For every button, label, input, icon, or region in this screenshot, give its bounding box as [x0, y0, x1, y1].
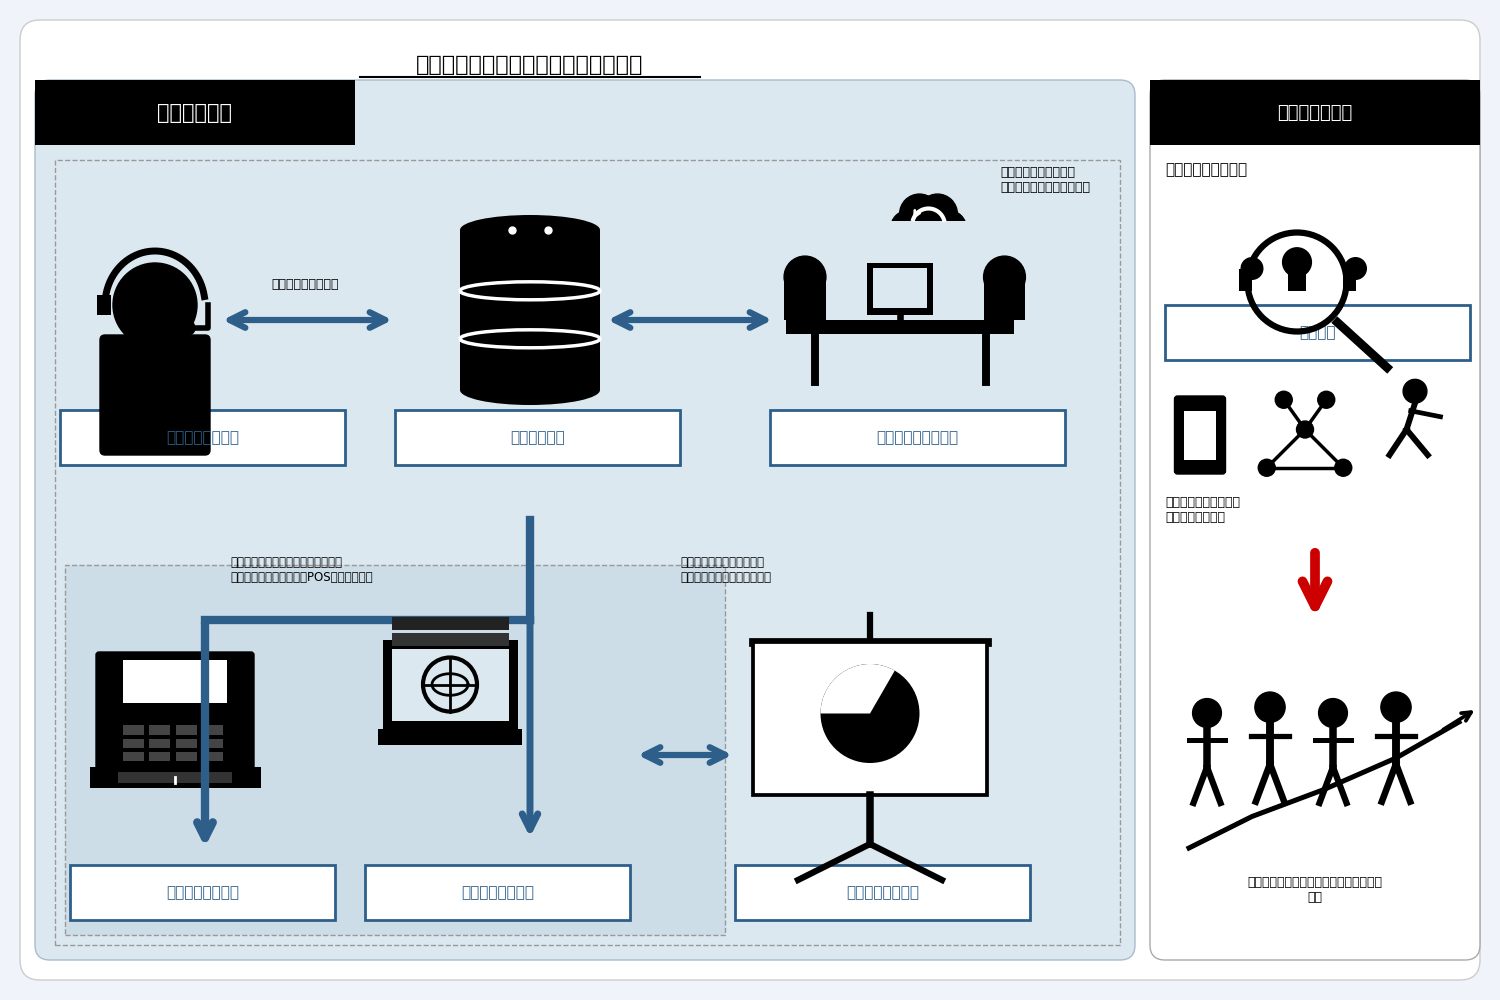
Circle shape: [891, 210, 927, 246]
Circle shape: [1317, 391, 1335, 408]
Text: 属性分析: 属性分析: [1299, 325, 1335, 340]
Circle shape: [900, 194, 939, 234]
Bar: [64, 565, 724, 935]
Circle shape: [182, 321, 195, 335]
Bar: [1239, 268, 1252, 291]
Circle shape: [784, 256, 826, 298]
Bar: [150, 725, 170, 735]
Text: 予約情報を活用し、入力作業を削減
店舗の売上等のデータもPOSから自動収集: 予約情報を活用し、入力作業を削減 店舗の売上等のデータもPOSから自動収集: [230, 556, 372, 584]
Text: 経営に必要なデータを抽出
システム内でグラフ等へ加工: 経営に必要なデータを抽出 システム内でグラフ等へ加工: [680, 556, 771, 584]
Bar: [392, 617, 508, 630]
Text: お客様の経験価値を高めて顧客満足度も
同上: お客様の経験価値を高めて顧客満足度も 同上: [1248, 876, 1383, 904]
Circle shape: [1282, 248, 1311, 277]
FancyBboxPatch shape: [34, 80, 1136, 960]
Bar: [90, 767, 261, 788]
Ellipse shape: [460, 375, 600, 405]
Bar: [176, 739, 196, 748]
Bar: [984, 277, 1026, 320]
Circle shape: [1296, 421, 1314, 438]
Circle shape: [918, 194, 957, 234]
Bar: [364, 865, 630, 920]
Circle shape: [1240, 258, 1263, 279]
Bar: [202, 739, 223, 748]
Bar: [867, 263, 933, 315]
Text: 予約情報をデータ化: 予約情報をデータ化: [272, 278, 339, 292]
Bar: [118, 772, 232, 783]
Circle shape: [1335, 459, 1352, 476]
Circle shape: [112, 263, 196, 347]
Bar: [150, 752, 170, 761]
Bar: [885, 221, 972, 254]
Bar: [873, 268, 927, 308]
Circle shape: [1256, 692, 1286, 722]
Bar: [56, 160, 1120, 945]
Bar: [98, 295, 111, 315]
Circle shape: [1318, 699, 1347, 727]
FancyBboxPatch shape: [100, 335, 210, 455]
Bar: [176, 752, 196, 761]
Bar: [123, 739, 144, 748]
Text: データベース: データベース: [510, 430, 566, 445]
FancyBboxPatch shape: [20, 20, 1480, 980]
Bar: [392, 649, 508, 662]
Bar: [34, 80, 356, 145]
Bar: [1166, 305, 1470, 360]
Bar: [70, 865, 334, 920]
Bar: [786, 320, 1014, 334]
Text: 売上管理システム: 売上管理システム: [460, 885, 534, 900]
Bar: [392, 648, 508, 720]
Bar: [123, 752, 144, 761]
Circle shape: [1192, 699, 1221, 727]
Bar: [378, 729, 522, 745]
Wedge shape: [821, 664, 894, 714]
Text: 基幹システム: 基幹システム: [158, 103, 232, 123]
Text: 今後の取り組み: 今後の取り組み: [1278, 104, 1353, 122]
Bar: [176, 725, 196, 735]
Ellipse shape: [460, 215, 600, 245]
Bar: [123, 660, 228, 702]
Bar: [382, 640, 518, 730]
Circle shape: [1258, 459, 1275, 476]
Bar: [1288, 262, 1306, 291]
Text: 予約情報クラウド化: 予約情報クラウド化: [876, 430, 959, 445]
FancyBboxPatch shape: [1174, 396, 1225, 474]
Circle shape: [821, 664, 920, 763]
Bar: [150, 739, 170, 748]
Bar: [1150, 80, 1480, 145]
FancyBboxPatch shape: [96, 652, 254, 772]
Text: 予約管理システム: 予約管理システム: [166, 430, 238, 445]
Text: 基幹システムの導入と今後の取り組み: 基幹システムの導入と今後の取り組み: [417, 55, 644, 75]
Text: ・プロモーション活動
・コンテンツ整備: ・プロモーション活動 ・コンテンツ整備: [1166, 496, 1240, 524]
Bar: [1184, 411, 1216, 460]
Bar: [735, 865, 1030, 920]
Bar: [392, 633, 508, 646]
Text: 精算管理システム: 精算管理システム: [166, 885, 238, 900]
Circle shape: [1402, 379, 1426, 403]
FancyBboxPatch shape: [1150, 80, 1480, 960]
Bar: [60, 410, 345, 465]
Bar: [202, 725, 223, 735]
Circle shape: [1344, 258, 1366, 279]
Circle shape: [1382, 692, 1411, 722]
Circle shape: [903, 199, 954, 250]
Circle shape: [930, 210, 966, 246]
Bar: [784, 277, 826, 320]
Bar: [770, 410, 1065, 465]
Bar: [753, 642, 987, 794]
Bar: [460, 230, 600, 390]
Text: マーケティング強化: マーケティング強化: [1166, 162, 1246, 178]
Text: 集計分析システム: 集計分析システム: [846, 885, 920, 900]
Bar: [1342, 268, 1356, 291]
Bar: [202, 752, 223, 761]
Circle shape: [1275, 391, 1292, 408]
Circle shape: [984, 256, 1026, 298]
Text: 予約情報をクラウド化
（商談中の予約が可能に）: 予約情報をクラウド化 （商談中の予約が可能に）: [1000, 166, 1090, 194]
Bar: [394, 410, 680, 465]
Bar: [123, 725, 144, 735]
